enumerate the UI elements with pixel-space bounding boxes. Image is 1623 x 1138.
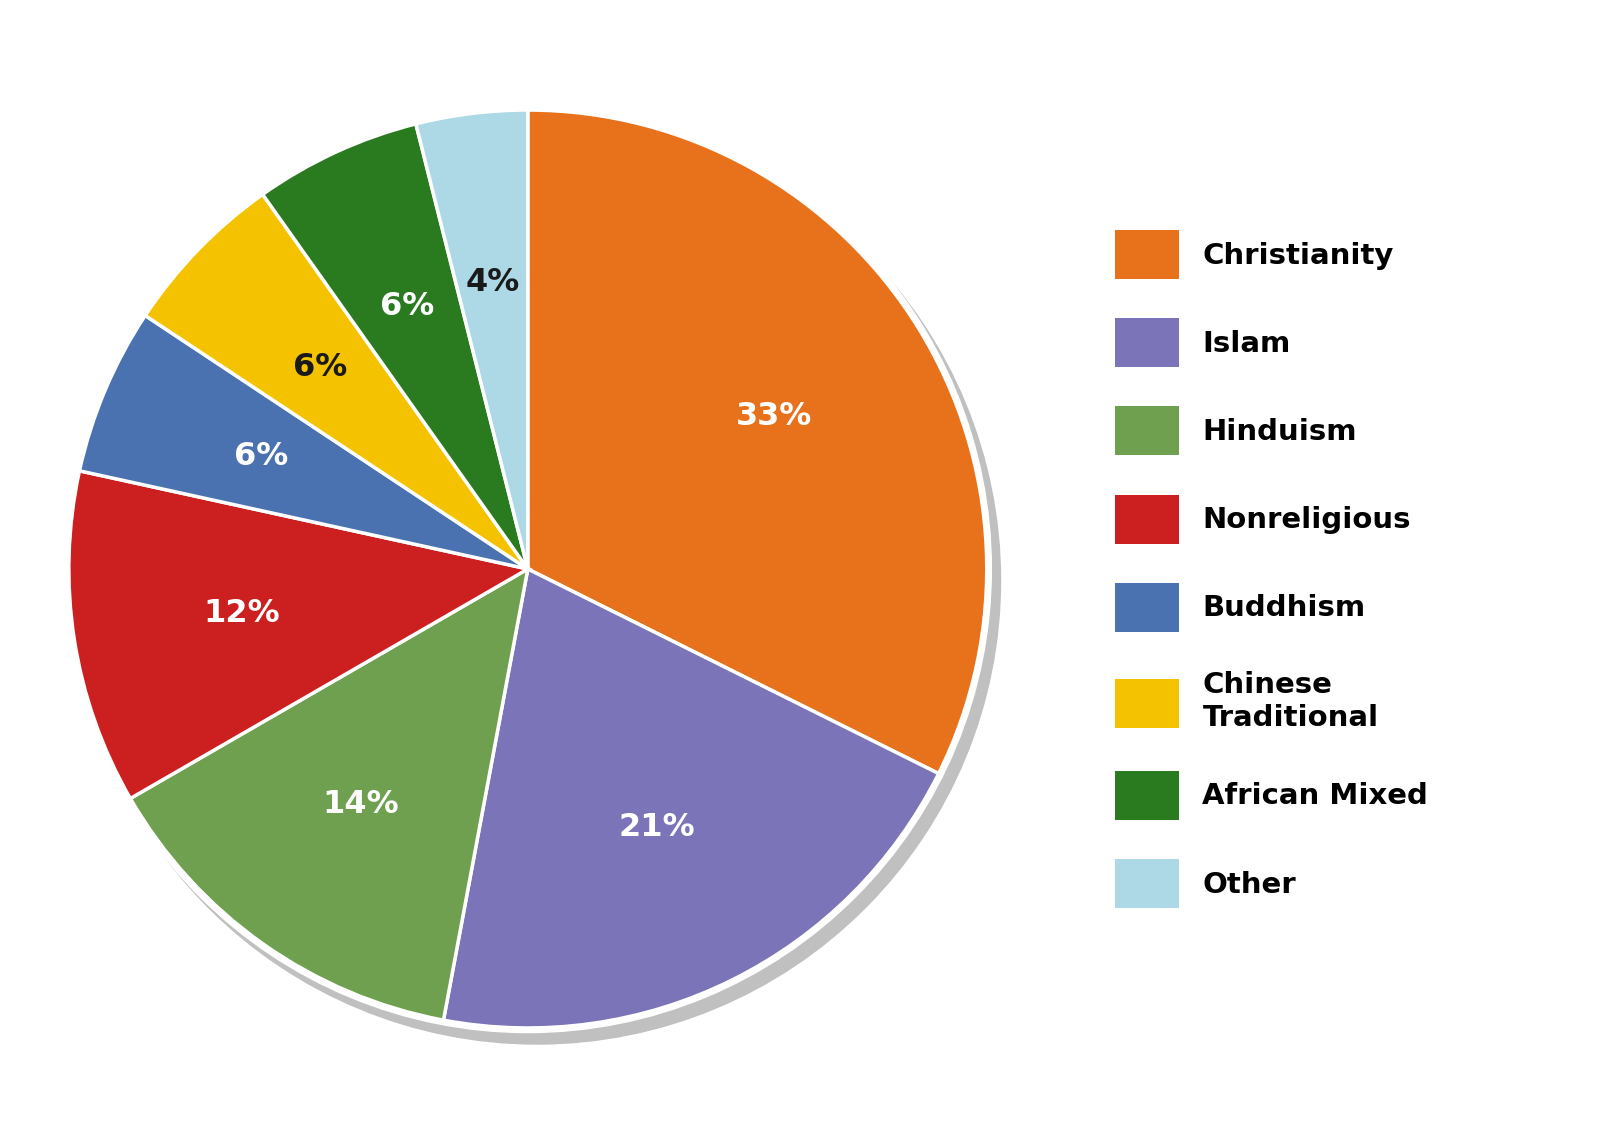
Wedge shape <box>68 471 527 799</box>
Wedge shape <box>144 195 527 569</box>
Text: 6%: 6% <box>234 440 289 472</box>
Wedge shape <box>130 569 527 1020</box>
Text: 14%: 14% <box>323 790 399 820</box>
Circle shape <box>65 106 990 1032</box>
Wedge shape <box>443 569 938 1028</box>
Text: 12%: 12% <box>203 597 281 629</box>
Text: 21%: 21% <box>618 813 695 843</box>
Wedge shape <box>80 315 527 569</box>
Legend: Christianity, Islam, Hinduism, Nonreligious, Buddhism, Chinese
Traditional, Afri: Christianity, Islam, Hinduism, Nonreligi… <box>1086 200 1456 938</box>
Wedge shape <box>263 124 527 569</box>
Wedge shape <box>527 110 987 774</box>
Text: 33%: 33% <box>735 402 812 432</box>
Text: 6%: 6% <box>292 353 347 384</box>
Wedge shape <box>415 110 527 569</box>
Circle shape <box>73 117 1000 1044</box>
Text: 4%: 4% <box>464 266 519 297</box>
Text: 6%: 6% <box>380 291 433 322</box>
